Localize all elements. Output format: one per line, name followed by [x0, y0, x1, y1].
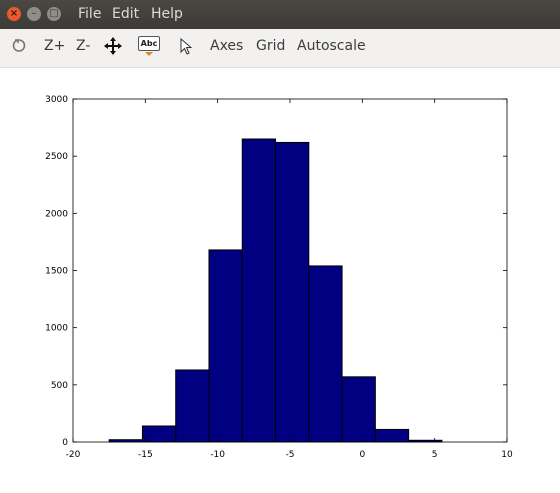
histogram-bar — [374, 428, 410, 443]
histogram-bar — [275, 141, 310, 443]
histogram-bar — [208, 249, 243, 443]
y-tick-label: 1500 — [45, 267, 68, 277]
rotate-icon[interactable] — [11, 37, 27, 57]
axes-button[interactable]: Axes — [210, 38, 244, 54]
x-tick-label: 5 — [432, 450, 438, 460]
insert-text-icon-label: Abc — [138, 36, 160, 51]
x-tick-label: -15 — [138, 450, 153, 460]
histogram-bar — [241, 138, 277, 443]
y-tick-label: 3000 — [45, 95, 68, 105]
select-pointer-icon[interactable] — [180, 37, 193, 60]
zoom-out-button[interactable]: Z- — [76, 38, 91, 54]
y-tick-label: 2000 — [45, 209, 68, 219]
close-window-button[interactable]: × — [7, 7, 21, 21]
histogram-bar — [341, 376, 376, 443]
menu-file[interactable]: File — [78, 6, 102, 22]
y-tick-label: 1000 — [45, 324, 68, 334]
y-tick-label: 500 — [51, 381, 68, 391]
x-tick-label: -20 — [66, 450, 81, 460]
zoom-in-button[interactable]: Z+ — [44, 38, 66, 54]
autoscale-button[interactable]: Autoscale — [297, 38, 366, 54]
title-bar: × – □ File Edit Help — [0, 0, 560, 29]
maximize-window-button[interactable]: □ — [47, 7, 61, 21]
insert-text-icon[interactable]: Abc — [138, 36, 160, 57]
menu-help[interactable]: Help — [151, 6, 183, 22]
histogram-chart: -20 -15 -10 -5 0 5 10 0 500 1000 1500 2000 2500 3000 — [45, 95, 513, 460]
y-tick-label: 0 — [62, 438, 68, 448]
histogram-bar — [141, 425, 177, 443]
menu-edit[interactable]: Edit — [112, 6, 140, 22]
x-tick-label: 0 — [359, 450, 365, 460]
y-tick-label: 2500 — [45, 152, 68, 162]
x-tick-label: 10 — [501, 450, 513, 460]
toolbar: Z+ Z- Abc Axes Grid Autoscale — [0, 29, 560, 68]
minimize-window-button[interactable]: – — [27, 7, 41, 21]
pan-icon[interactable] — [104, 37, 122, 59]
x-tick-label: -10 — [210, 450, 225, 460]
histogram-bar — [308, 265, 343, 443]
grid-button[interactable]: Grid — [256, 38, 286, 54]
histogram-bar — [175, 369, 210, 443]
x-tick-label: -5 — [286, 450, 295, 460]
plot-area[interactable]: -20 -15 -10 -5 0 5 10 0 500 1000 1500 2000 2500 3000 — [0, 68, 560, 489]
